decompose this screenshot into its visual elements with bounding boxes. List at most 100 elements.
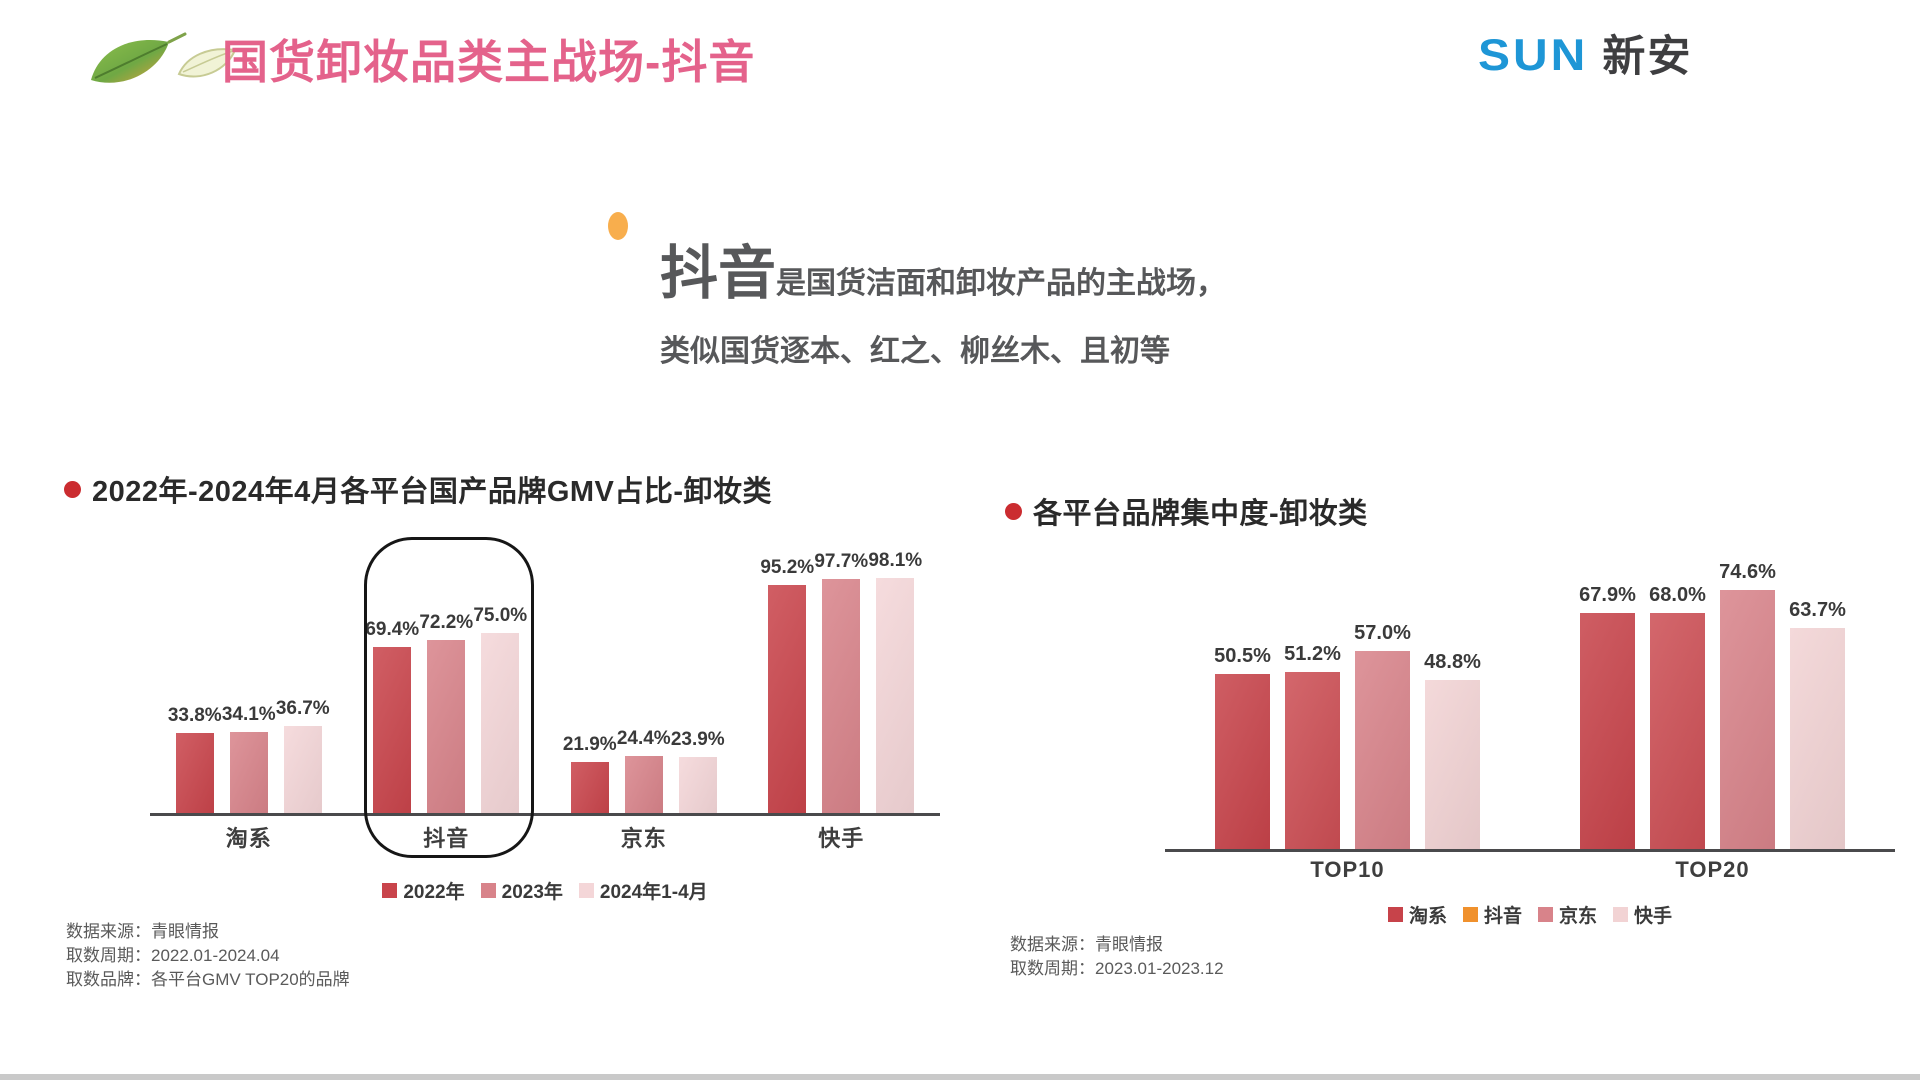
- bar-快手-TOP20: [1790, 628, 1845, 851]
- bar-2023年-淘系: [229, 732, 268, 815]
- bar-cell: 48.8%: [1424, 560, 1481, 851]
- bar-value-label: 51.2%: [1284, 643, 1341, 665]
- bar-value-label: 48.8%: [1424, 651, 1481, 673]
- right-chart-source: 数据来源：青眼情报 取数周期：2023.01-2023.12: [1010, 933, 1224, 981]
- bar-value-label: 68.0%: [1649, 584, 1706, 606]
- bar-淘系-TOP20: [1580, 613, 1635, 851]
- bar-groups: 50.5% 51.2% 57.0% 48.8% 67.9% 68.0% 74.6% 63.7%: [1165, 560, 1895, 851]
- bar-value-label: 24.4%: [616, 728, 671, 749]
- brand-logo: SUN 新安: [1478, 22, 1692, 84]
- bar-2022年-淘系: [175, 733, 214, 815]
- plot-area: 50.5% 51.2% 57.0% 48.8% 67.9% 68.0% 74.6% 63.7%: [1165, 560, 1895, 852]
- bar-cell: 36.7%: [276, 555, 330, 815]
- gmv-share-bar-chart: 33.8% 34.1% 36.7% 69.4% 72.2% 75.0% 21.9% 24.4%…: [150, 537, 940, 904]
- bar-value-label: 95.2%: [760, 557, 815, 578]
- bar-京东-TOP20: [1720, 590, 1775, 851]
- bar-cell: 23.9%: [671, 555, 725, 815]
- bar-2023年-京东: [624, 756, 663, 815]
- bar-抖音-TOP20: [1650, 613, 1705, 851]
- bar-value-label: 34.1%: [221, 704, 276, 725]
- category-label-TOP10: TOP10: [1310, 857, 1385, 882]
- legend-swatch-icon: [1538, 907, 1553, 922]
- bar-group-TOP10: 50.5% 51.2% 57.0% 48.8%: [1214, 560, 1481, 851]
- source-line: 取数周期：2022.01-2024.04: [66, 946, 280, 965]
- bar-cell: 34.1%: [222, 555, 276, 815]
- legend-label: 淘系: [1408, 906, 1447, 927]
- bar-抖音-TOP10: [1285, 672, 1340, 851]
- right-chart-legend: 淘系 抖音 京东 快手: [1165, 901, 1895, 928]
- bar-value-label: 50.5%: [1214, 645, 1271, 667]
- source-line: 取数周期：2023.01-2023.12: [1010, 959, 1224, 978]
- right-chart-title: 各平台品牌集中度-卸妆类: [1005, 490, 1368, 532]
- left-chart-source: 数据来源：青眼情报 取数周期：2022.01-2024.04 取数品牌：各平台G…: [66, 920, 350, 992]
- category-labels: TOP10 TOP20: [1165, 857, 1895, 883]
- bar-groups: 33.8% 34.1% 36.7% 69.4% 72.2% 75.0% 21.9% 24.4%…: [150, 550, 940, 815]
- bar-value-label: 57.0%: [1354, 622, 1411, 644]
- callout-line2: 类似国货逐本、红之、柳丝木、且初等: [660, 335, 1170, 368]
- plot-area: 33.8% 34.1% 36.7% 69.4% 72.2% 75.0% 21.9% 24.4%…: [150, 537, 940, 858]
- bar-京东-TOP10: [1355, 651, 1410, 851]
- callout-dot-icon: [608, 212, 628, 240]
- legend-label: 抖音: [1483, 906, 1522, 927]
- bar-cell: 69.4%: [365, 555, 419, 815]
- bar-2023年-快手: [822, 579, 861, 815]
- x-axis-line: [1165, 849, 1895, 852]
- red-bullet-icon: [64, 480, 81, 498]
- bar-淘系-TOP10: [1215, 674, 1270, 851]
- category-label-抖音: 抖音: [423, 826, 470, 851]
- left-chart-legend: 2022年 2023年 2024年1-4月: [150, 877, 940, 904]
- bar-cell: 68.0%: [1649, 560, 1706, 851]
- bar-value-label: 74.6%: [1719, 561, 1776, 583]
- legend-label: 2024年1-4月: [599, 882, 708, 903]
- bar-group-抖音: 69.4% 72.2% 75.0%: [365, 555, 527, 815]
- bar-cell: 57.0%: [1354, 560, 1411, 851]
- legend-swatch-icon: [1613, 907, 1629, 922]
- bar-group-淘系: 33.8% 34.1% 36.7%: [168, 555, 330, 815]
- legend-item-抖音: 抖音: [1462, 901, 1522, 928]
- bar-2024年1-4月-京东: [678, 757, 717, 815]
- bar-2024年1-4月-快手: [876, 578, 915, 815]
- bar-2022年-抖音: [373, 647, 412, 815]
- bar-2024年1-4月-抖音: [481, 633, 520, 815]
- bar-cell: 97.7%: [814, 551, 868, 815]
- callout-keyword: 抖音: [660, 241, 777, 306]
- bar-cell: 72.2%: [419, 555, 473, 815]
- category-labels: 淘系 抖音 京东 快手: [150, 821, 940, 853]
- bar-2022年-京东: [570, 762, 609, 815]
- bar-cell: 33.8%: [168, 555, 222, 815]
- bar-cell: 95.2%: [760, 555, 814, 815]
- source-line: 取数品牌：各平台GMV TOP20的品牌: [66, 970, 350, 989]
- bar-2023年-抖音: [427, 640, 466, 815]
- category-label-快手: 快手: [818, 826, 865, 851]
- bar-value-label: 98.1%: [868, 550, 923, 571]
- bar-value-label: 21.9%: [562, 734, 617, 755]
- bar-cell: 24.4%: [617, 555, 671, 815]
- bar-value-label: 67.9%: [1579, 584, 1636, 606]
- callout-line1: 抖音是国货洁面和卸妆产品的主战场，: [660, 226, 1226, 310]
- bar-group-TOP20: 67.9% 68.0% 74.6% 63.7%: [1579, 560, 1846, 851]
- bar-cell: 51.2%: [1284, 560, 1341, 851]
- brand-logo-name: 新安: [1602, 33, 1693, 81]
- legend-swatch-icon: [480, 883, 496, 898]
- legend-swatch-icon: [578, 883, 594, 898]
- legend-swatch-icon: [1387, 907, 1403, 922]
- leaf-logo-icon: [91, 32, 237, 83]
- callout-line1-rest: 是国货洁面和卸妆产品的主战场，: [776, 267, 1227, 300]
- legend-item-京东: 京东: [1538, 901, 1597, 928]
- bar-value-label: 63.7%: [1789, 599, 1846, 621]
- bar-cell: 75.0%: [473, 555, 527, 815]
- legend-swatch-icon: [1462, 907, 1478, 922]
- bar-cell: 50.5%: [1214, 560, 1271, 851]
- legend-swatch-icon: [382, 883, 398, 898]
- legend-item-2022年: 2022年: [382, 877, 465, 904]
- page-title: 国货卸妆品类主战场-抖音: [222, 36, 756, 88]
- brand-logo-sun: SUN: [1478, 31, 1589, 80]
- bar-cell: 98.1%: [868, 550, 922, 815]
- brand-concentration-bar-chart: 50.5% 51.2% 57.0% 48.8% 67.9% 68.0% 74.6% 63.7%…: [1165, 560, 1895, 928]
- bar-value-label: 97.7%: [814, 551, 869, 572]
- x-axis-line: [150, 813, 940, 816]
- bar-2024年1-4月-淘系: [283, 726, 322, 815]
- bar-cell: 63.7%: [1789, 560, 1846, 851]
- bar-value-label: 72.2%: [419, 612, 474, 633]
- legend-label: 2022年: [403, 882, 465, 903]
